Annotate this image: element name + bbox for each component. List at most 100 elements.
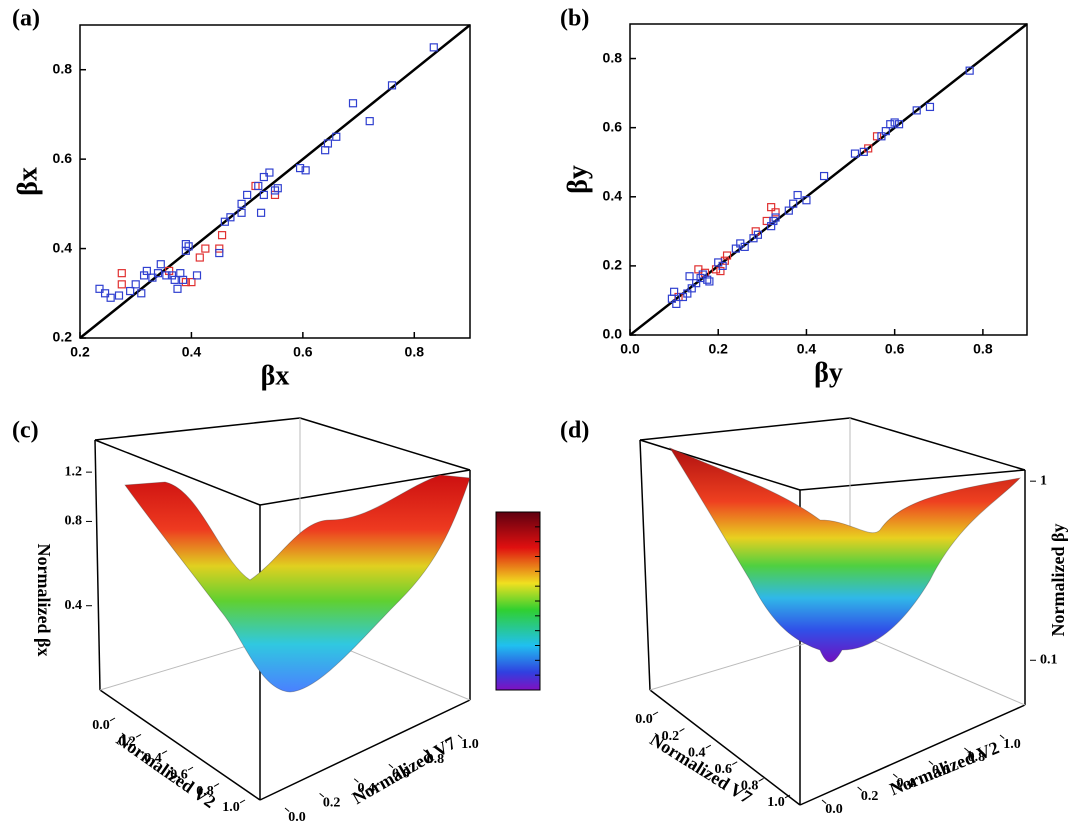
data-point bbox=[886, 120, 895, 129]
axis-tick-label: 0.0 bbox=[92, 718, 110, 733]
data-point bbox=[131, 280, 140, 289]
data-point bbox=[226, 213, 235, 222]
data-point bbox=[872, 132, 882, 141]
data-point bbox=[173, 284, 182, 293]
data-point bbox=[819, 171, 829, 181]
z-tick-label: 1.2 bbox=[65, 464, 83, 479]
axis-tick-label: 0.4 bbox=[144, 751, 162, 766]
x-tick-label: 0.4 bbox=[797, 341, 817, 357]
data-point bbox=[740, 242, 749, 251]
axis-tick bbox=[732, 761, 738, 766]
axis-tick-label: 1.0 bbox=[767, 795, 785, 810]
plot-frame bbox=[79, 24, 471, 339]
data-point bbox=[259, 172, 268, 182]
data-point bbox=[771, 208, 780, 217]
data-point bbox=[117, 280, 126, 289]
data-point bbox=[165, 266, 174, 276]
x-tick-label: 0.0 bbox=[620, 341, 640, 357]
x-axis-title: βy bbox=[814, 357, 843, 388]
axis-tick-label: 0.8 bbox=[196, 784, 214, 799]
axis-tick bbox=[928, 760, 934, 765]
data-point bbox=[387, 81, 397, 90]
axis-tick-label: 1.0 bbox=[222, 800, 240, 815]
axis-tick-label: 0.6 bbox=[932, 763, 950, 778]
box-edge bbox=[94, 439, 261, 506]
y-tick-label: 0.0 bbox=[603, 326, 623, 342]
y-axis-title: βy bbox=[562, 165, 593, 194]
axis-tick bbox=[284, 807, 290, 812]
y-tick-label: 0.2 bbox=[603, 257, 623, 273]
data-point bbox=[251, 181, 260, 191]
y-axis-title: βx bbox=[12, 167, 43, 196]
z-tick-label: 0.8 bbox=[65, 514, 83, 529]
axis-tick bbox=[135, 733, 142, 738]
data-point bbox=[106, 293, 115, 302]
data-point bbox=[894, 120, 904, 129]
data-point bbox=[802, 196, 811, 205]
surface bbox=[668, 447, 1022, 663]
data-point bbox=[365, 117, 374, 126]
data-point bbox=[762, 216, 771, 226]
data-point bbox=[731, 244, 740, 253]
z-tick-label: 0.4 bbox=[65, 598, 83, 613]
data-point bbox=[912, 106, 921, 115]
data-point bbox=[881, 127, 890, 136]
data-point bbox=[142, 266, 151, 276]
x-tick-label: 0.6 bbox=[885, 341, 905, 357]
box-edge bbox=[259, 699, 471, 801]
y-tick-label: 0.4 bbox=[603, 187, 623, 203]
data-point bbox=[703, 275, 712, 284]
data-point bbox=[192, 271, 202, 280]
y-tick-label: 0.4 bbox=[53, 239, 73, 255]
axis-tick bbox=[187, 766, 194, 771]
data-point bbox=[243, 190, 252, 200]
data-point bbox=[181, 240, 190, 249]
data-point bbox=[126, 286, 135, 296]
x-axis-title: Normalized V7 bbox=[646, 729, 755, 808]
box-edge bbox=[799, 469, 1026, 491]
box-edge bbox=[639, 417, 851, 441]
x-tick-label: 0.8 bbox=[973, 341, 993, 357]
x-axis-title: βx bbox=[261, 360, 290, 391]
data-point bbox=[139, 271, 149, 280]
axis-tick bbox=[821, 799, 827, 804]
data-point bbox=[687, 284, 696, 293]
data-point bbox=[162, 271, 171, 280]
axis-tick-label: 0.4 bbox=[896, 776, 914, 791]
data-point bbox=[332, 132, 341, 141]
axis-tick bbox=[388, 763, 394, 769]
x-tick-label: 0.4 bbox=[182, 344, 202, 360]
axis-tick-label: 0.0 bbox=[825, 802, 843, 817]
data-point bbox=[178, 275, 188, 284]
axis-tick bbox=[213, 783, 220, 787]
axis-tick-label: 0.4 bbox=[357, 781, 375, 796]
data-point bbox=[195, 253, 204, 262]
data-point bbox=[270, 190, 280, 200]
axis-tick bbox=[319, 793, 325, 798]
data-point bbox=[859, 147, 868, 156]
box-edge bbox=[849, 417, 1026, 471]
box-edge bbox=[99, 689, 261, 801]
axis-tick-label: 1.0 bbox=[1003, 737, 1021, 752]
x-axis-title: Normalized V2 bbox=[113, 729, 220, 812]
axis-tick bbox=[758, 777, 764, 782]
z-axis-title: Normalized βy bbox=[1048, 524, 1068, 637]
axis-tick bbox=[679, 728, 685, 732]
data-point bbox=[156, 260, 165, 269]
identity-line bbox=[79, 24, 471, 339]
box-edge bbox=[299, 417, 471, 471]
data-point bbox=[295, 163, 305, 173]
box-edge bbox=[259, 469, 471, 506]
z-axis-title: Normalized βx bbox=[34, 544, 54, 657]
box-edge bbox=[94, 417, 301, 441]
axis-tick bbox=[423, 749, 428, 754]
data-point bbox=[850, 149, 860, 158]
axis-tick-label: 0.2 bbox=[662, 729, 680, 744]
data-point bbox=[187, 278, 196, 287]
data-point bbox=[784, 206, 793, 215]
data-point bbox=[705, 277, 714, 286]
identity-line bbox=[629, 23, 1028, 336]
axis-tick bbox=[353, 778, 359, 783]
data-point bbox=[237, 199, 246, 208]
data-point bbox=[254, 181, 263, 191]
